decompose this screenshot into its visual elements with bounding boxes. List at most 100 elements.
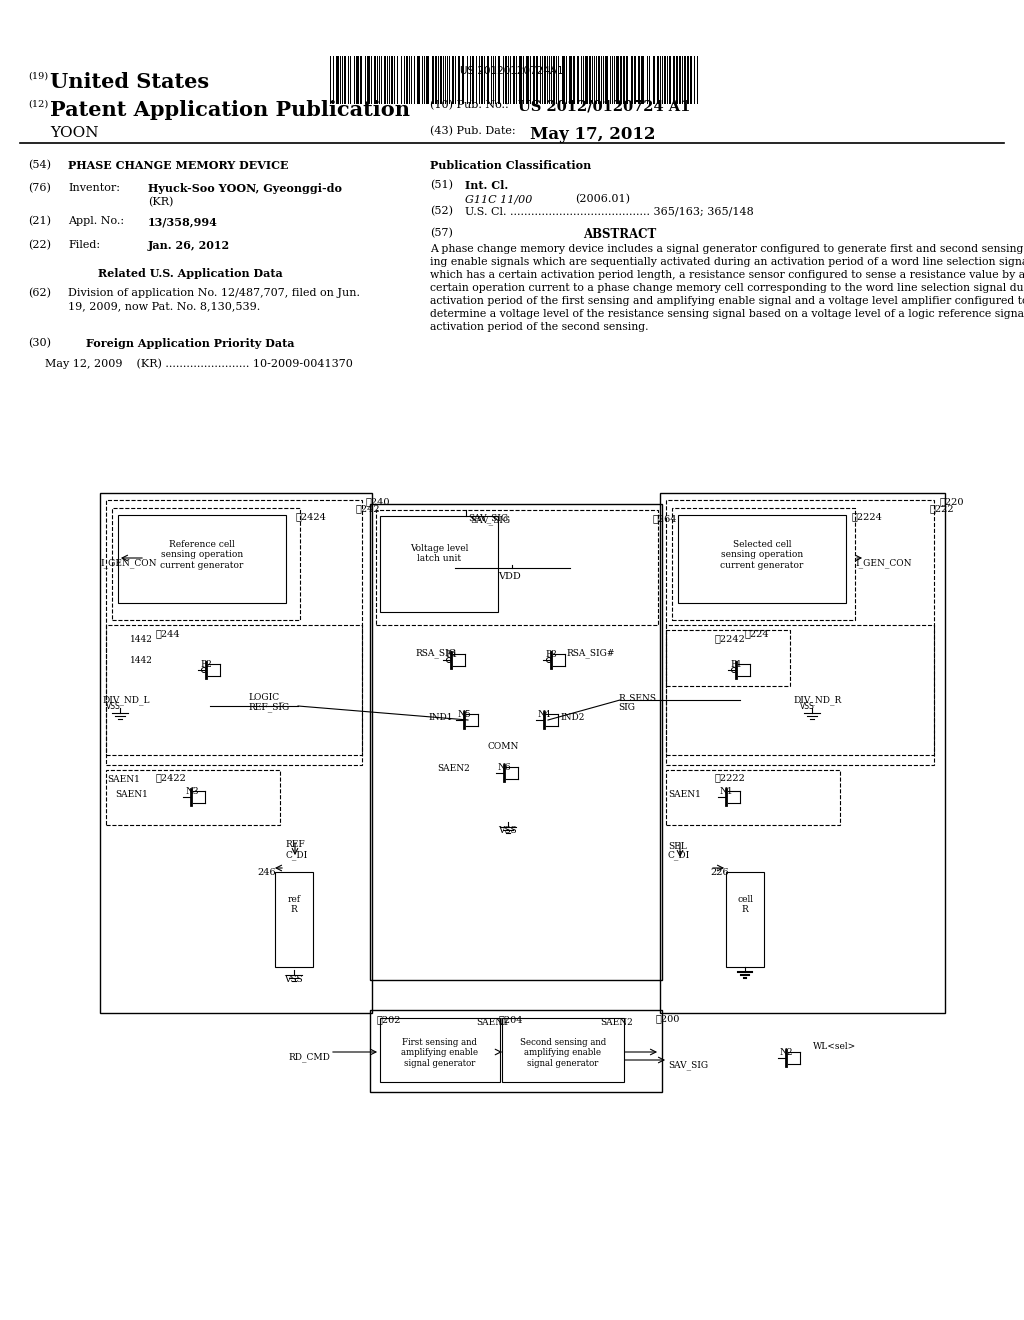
Bar [666,630,790,686]
Bar [472,55,474,104]
Bar [106,624,362,755]
Text: activation period of the first sensing and amplifying enable signal and a voltag: activation period of the first sensing a… [430,296,1024,306]
Bar [726,873,764,968]
Bar [676,55,678,104]
Text: R_SENS: R_SENS [618,693,656,702]
Text: REF: REF [285,840,305,849]
Bar [553,55,555,104]
Text: Second sensing and
amplifying enable
signal generator: Second sensing and amplifying enable sig… [520,1038,606,1068]
Text: Appl. No.:: Appl. No.: [68,216,124,226]
Text: I_GEN_CON: I_GEN_CON [100,558,157,568]
Text: United States: United States [50,73,209,92]
Bar [666,500,934,766]
Bar [664,55,666,104]
Text: Filed:: Filed: [68,240,100,249]
Bar [616,55,618,104]
Text: DIV_ND_L: DIV_ND_L [102,696,150,705]
Text: SAEN1: SAEN1 [668,789,700,799]
Text: SAV_SIG: SAV_SIG [668,1060,709,1069]
Text: SAEN1: SAEN1 [476,1018,509,1027]
Bar [513,55,515,104]
Bar [620,55,622,104]
Text: 19, 2009, now Pat. No. 8,130,539.: 19, 2009, now Pat. No. 8,130,539. [68,301,260,312]
Bar [100,492,372,1012]
Text: SIG: SIG [618,704,635,711]
Text: US 20120120724A1: US 20120120724A1 [460,66,564,77]
Text: P1: P1 [730,660,741,669]
Bar [534,55,535,104]
Text: Patent Application Publication: Patent Application Publication [50,100,410,120]
Bar [391,55,393,104]
Text: N6: N6 [498,763,512,772]
Bar [666,770,840,825]
Bar [426,55,429,104]
Text: I_GEN_CON: I_GEN_CON [855,558,911,568]
Text: (51): (51) [430,180,453,190]
Bar [376,510,658,624]
Text: SAV_SIG: SAV_SIG [468,513,508,523]
Bar [634,55,636,104]
Bar [106,770,280,825]
Text: (22): (22) [28,240,51,251]
Bar [687,55,689,104]
Text: ⽀2222: ⽀2222 [715,774,745,781]
Bar [370,504,662,979]
Text: (12): (12) [28,100,48,110]
Text: N2: N2 [780,1048,794,1057]
Text: N5: N5 [458,710,472,719]
Bar [653,55,655,104]
Text: cell
R: cell R [737,895,753,915]
Bar [481,55,483,104]
Text: ⽀200: ⽀200 [656,1014,680,1023]
Text: Reference cell
sensing operation
current generator: Reference cell sensing operation current… [161,540,244,570]
Text: COMN: COMN [487,742,518,751]
Text: SEL: SEL [668,842,687,851]
Bar [360,55,362,104]
Text: ing enable signals which are sequentially activated during an activation period : ing enable signals which are sequentiall… [430,257,1024,267]
Text: VSS: VSS [284,975,303,983]
Text: (57): (57) [430,228,453,239]
Text: REF_SIG: REF_SIG [248,702,289,711]
Bar [380,516,498,612]
Bar [623,55,625,104]
Bar [356,55,359,104]
Bar [118,515,286,603]
Text: RSA_SIG#: RSA_SIG# [566,648,614,657]
Bar [690,55,692,104]
Text: ⽀240: ⽀240 [366,498,390,506]
Text: Related U.S. Application Data: Related U.S. Application Data [97,268,283,279]
Text: (19): (19) [28,73,48,81]
Bar [666,624,934,755]
Text: First sensing and
amplifying enable
signal generator: First sensing and amplifying enable sign… [401,1038,478,1068]
Text: (10) Pub. No.:: (10) Pub. No.: [430,100,509,111]
Text: 1442: 1442 [130,656,153,665]
Bar [435,55,437,104]
Text: IND2: IND2 [560,713,585,722]
Bar [526,55,529,104]
Text: P2: P2 [200,660,212,669]
Text: ⽀224: ⽀224 [745,630,770,638]
Bar [112,508,300,620]
Text: ⽀264: ⽀264 [653,513,678,523]
Text: A phase change memory device includes a signal generator configured to generate : A phase change memory device includes a … [430,244,1024,253]
Text: VSS: VSS [800,702,815,711]
Bar [605,55,608,104]
Bar [589,55,591,104]
Text: Foreign Application Priority Data: Foreign Application Priority Data [86,338,294,348]
Text: 13/358,994: 13/358,994 [148,216,218,227]
Bar [275,873,313,968]
Bar [641,55,644,104]
Bar [657,55,659,104]
Text: ABSTRACT: ABSTRACT [584,228,656,242]
Text: P4: P4 [445,649,457,659]
Text: Hyuck-Soo YOON, Gyeonggi-do: Hyuck-Soo YOON, Gyeonggi-do [148,183,342,194]
Text: Jan. 26, 2012: Jan. 26, 2012 [148,240,230,251]
Text: SAEN1: SAEN1 [115,789,147,799]
Text: 226: 226 [710,869,729,876]
Text: LOGIC_: LOGIC_ [248,692,284,702]
Text: (52): (52) [430,206,453,216]
Text: Division of application No. 12/487,707, filed on Jun.: Division of application No. 12/487,707, … [68,288,360,298]
Bar [684,55,686,104]
Bar [498,55,500,104]
Bar [562,55,565,104]
